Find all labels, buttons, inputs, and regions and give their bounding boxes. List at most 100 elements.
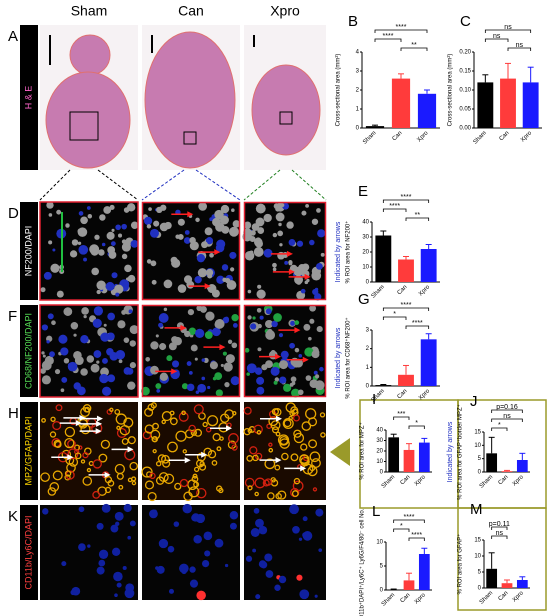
bar [365,126,385,128]
cell [115,292,120,297]
cell [209,361,218,370]
arrow-head [226,425,233,432]
cell [256,376,265,385]
cell [205,237,214,245]
cell [58,334,68,344]
cell [178,411,189,422]
cell [123,337,130,343]
bar [391,78,411,128]
cell [231,444,238,451]
y-axis-label: Cross-sectional area (mm²) [448,54,454,127]
cell [80,424,91,435]
cell [250,230,256,236]
cell [195,390,200,394]
cell [161,411,172,422]
cell [215,389,223,397]
column-header: Can [178,3,204,19]
y-tick-label: 0.20 [459,50,471,56]
bar [420,339,437,386]
cell [41,324,48,331]
cell [279,435,289,446]
arrow-head [219,344,226,351]
cell [299,454,310,465]
cell [280,203,285,208]
cell [121,239,127,244]
cell [40,368,46,374]
cell [255,518,264,528]
cell [301,421,312,431]
significance-label: p=0.11 [489,521,510,528]
cell [123,367,132,375]
bar [398,374,414,386]
y-tick-label: 1 [366,365,370,371]
cell [94,234,100,240]
cell [116,472,124,480]
significance-label: ns [493,33,501,40]
cell [49,482,60,492]
significance-label: * [400,523,403,530]
cell [264,478,272,486]
cell [87,544,91,548]
cell [56,290,64,298]
arrow-head [286,250,293,257]
cell [255,203,266,214]
x-tick-label: Can [498,130,510,142]
cell [216,275,225,284]
cell [127,274,136,283]
row-label: NF200/DAPI [23,226,33,277]
cell [232,322,238,328]
cell [64,437,75,449]
bar [375,235,392,282]
cell [177,218,185,226]
cell [186,361,192,366]
cell [129,461,138,471]
cell [247,428,253,434]
cell [73,382,81,390]
cell [319,366,324,372]
significance-bracket [400,47,428,51]
significance-bracket [405,217,430,221]
zoom-box [69,111,99,141]
cell [156,389,161,393]
cell [144,424,154,434]
cell [168,588,175,594]
cell [246,363,257,374]
cell [257,284,262,289]
cell [297,389,304,396]
x-tick-label: Can [396,388,408,400]
cell [101,503,111,513]
cell [294,347,300,353]
cell [86,206,91,210]
cell [86,355,95,363]
cell [293,477,301,485]
cell [96,280,106,290]
zoom-box [183,131,197,145]
cell [196,487,207,499]
cell [98,249,105,256]
cell [121,223,127,230]
cell [131,480,137,486]
y-tick-label: 3 [356,69,360,75]
cell [229,251,237,259]
cell [90,363,100,373]
cell [253,247,264,257]
panel-label: C [460,13,471,30]
label-strip [20,402,38,500]
cell [93,350,102,358]
cell [100,439,111,449]
cell [224,563,229,568]
arrow-head [275,457,282,464]
row-label: CD68/NF200/DAPI [23,313,33,389]
cell [243,406,252,415]
y-tick-label: 0 [380,470,384,476]
cell [162,459,171,468]
cell [183,237,191,244]
significance-label: p=0.16 [496,404,518,411]
cell [222,351,227,356]
cell [303,323,311,331]
cell [273,380,278,385]
cell [81,307,89,315]
cell [158,472,169,483]
cell [244,477,255,488]
